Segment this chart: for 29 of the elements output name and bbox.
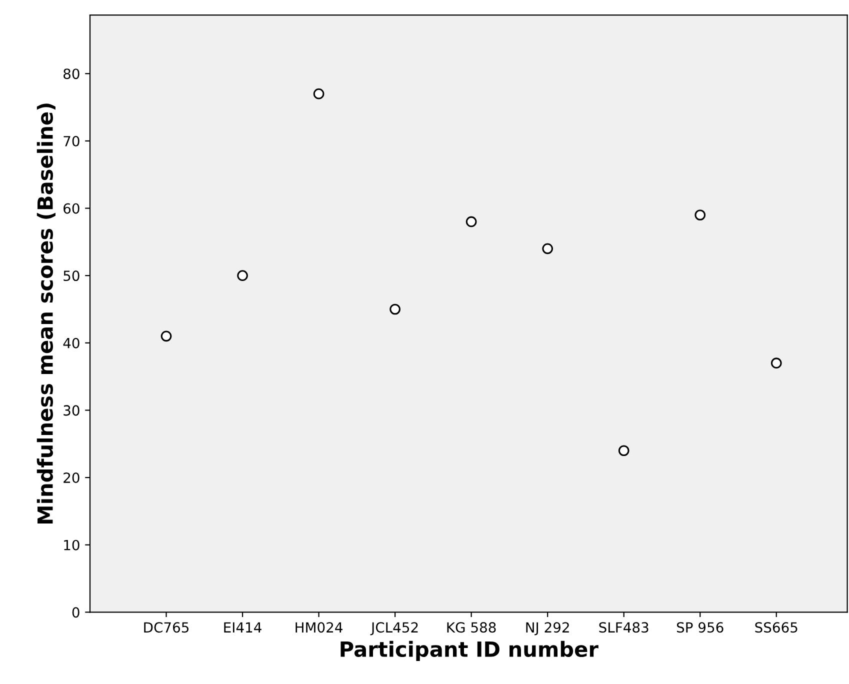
y-tick-label: 30 xyxy=(64,405,80,416)
y-tick-label: 0 xyxy=(72,607,80,618)
point xyxy=(542,243,554,254)
x-tick-label: NJ 292 xyxy=(526,622,569,636)
point xyxy=(313,88,324,100)
x-tick-label: HM024 xyxy=(296,622,342,633)
y-axis-title: Mindfulness mean scores (Baseline) xyxy=(36,104,56,524)
x-tick-label: SLF483 xyxy=(599,622,648,633)
x-tick-label: JCL452 xyxy=(370,622,418,636)
x-tick-label: SS665 xyxy=(755,622,798,633)
y-tick-label: 80 xyxy=(64,68,80,80)
x-tick-label: EI414 xyxy=(224,622,262,632)
x-tick-label: KG 588 xyxy=(447,622,496,633)
point xyxy=(694,210,706,220)
x-tick-label: DC765 xyxy=(144,622,188,633)
point xyxy=(390,304,400,315)
point xyxy=(160,330,172,342)
y-tick-label: 20 xyxy=(64,472,80,484)
y-tick-label: 50 xyxy=(64,270,80,282)
y-tick-label: 70 xyxy=(64,136,80,146)
x-axis-title: Participant ID number xyxy=(340,640,598,662)
x-tick-label: SP 956 xyxy=(676,622,724,633)
point xyxy=(618,445,630,456)
point xyxy=(770,358,782,369)
y-tick-label: 60 xyxy=(64,203,80,214)
point xyxy=(237,270,248,281)
y-tick-label: 40 xyxy=(63,338,80,348)
point xyxy=(466,216,477,228)
y-tick-label: 10 xyxy=(64,540,80,550)
